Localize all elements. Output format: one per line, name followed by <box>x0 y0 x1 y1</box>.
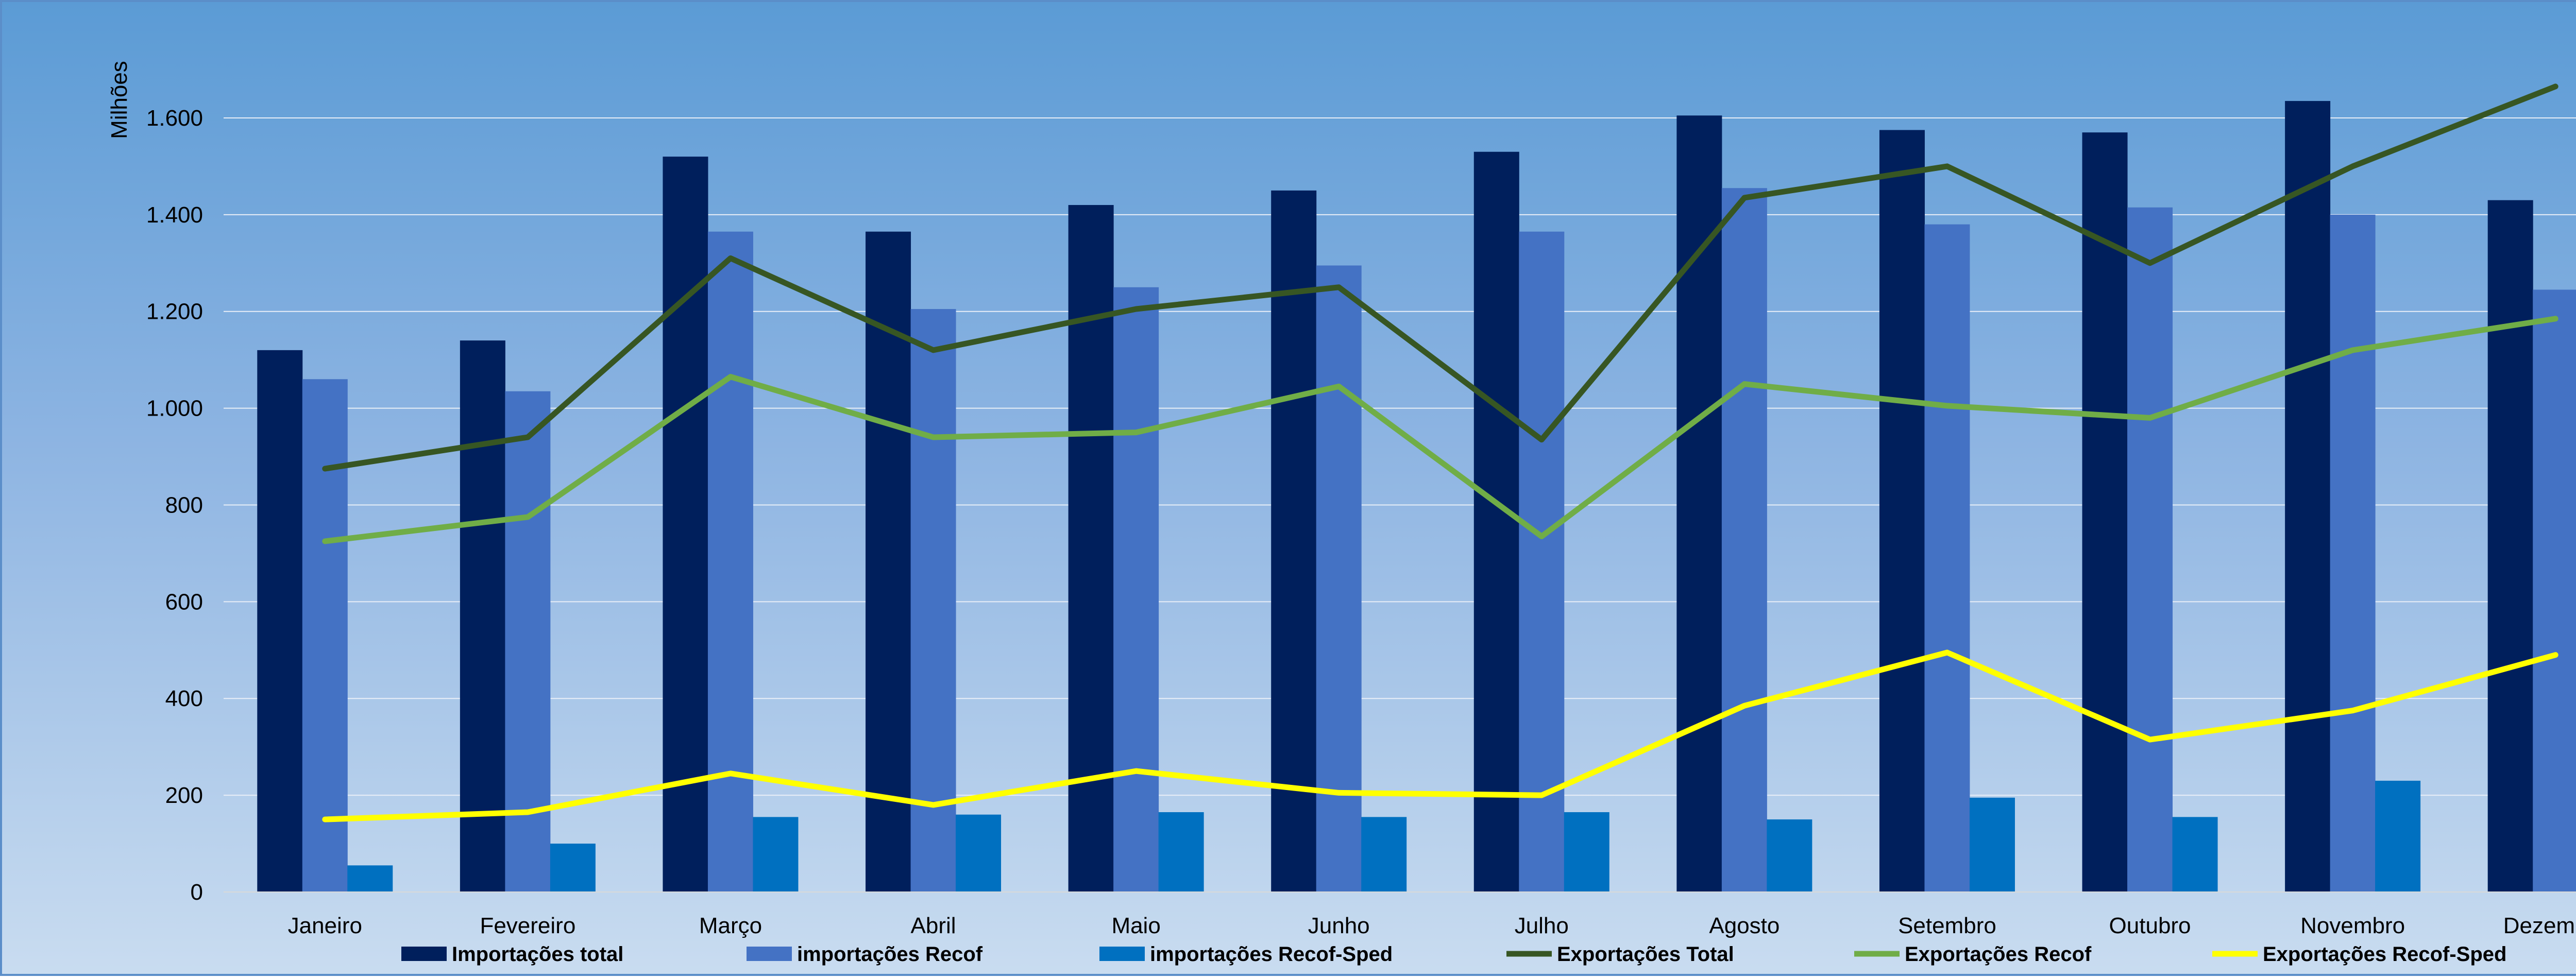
y-tick-label: 1.000 <box>146 396 203 421</box>
legend-swatch <box>1099 947 1145 961</box>
bar <box>910 309 956 892</box>
series-line <box>322 649 2558 822</box>
x-tick-label: Outubro <box>2109 913 2191 938</box>
bar <box>866 231 911 892</box>
y-tick-label: 600 <box>165 589 203 614</box>
legend-swatch <box>401 947 447 961</box>
bar <box>347 865 393 892</box>
lines <box>322 83 2558 822</box>
bar <box>1721 188 1767 892</box>
bar <box>1316 265 1362 892</box>
bar <box>1564 812 1609 892</box>
legend-label: Exportações Recof-Sped <box>2263 943 2506 966</box>
x-tick-label: Dezembro <box>2503 913 2576 938</box>
x-tick-label: Março <box>699 913 762 938</box>
y-tick-label: 200 <box>165 783 203 808</box>
y-tick-label: 800 <box>165 492 203 518</box>
x-tick-label: Fevereiro <box>480 913 575 938</box>
bar <box>1676 115 1722 893</box>
bar <box>2172 817 2218 892</box>
bar <box>1361 817 1407 892</box>
x-tick-label: Julho <box>1515 913 1569 938</box>
y-axis-ticks: 0 200 400 600 800 1.000 1.200 1.400 1.600 <box>146 106 203 905</box>
bar <box>1519 231 1565 892</box>
bar <box>1879 130 1925 892</box>
bar <box>302 379 348 892</box>
bar <box>663 157 708 892</box>
bar <box>2487 200 2533 893</box>
bar <box>753 817 799 892</box>
bar <box>2127 207 2173 892</box>
bar <box>2285 101 2331 892</box>
y-tick-label: 1.200 <box>146 299 203 324</box>
x-tick-label: Setembro <box>1898 913 1996 938</box>
legend-label: importações Recof-Sped <box>1150 943 1393 966</box>
grid-lines <box>224 117 2576 796</box>
series-line <box>322 316 2558 544</box>
y-axis-title: Milhões <box>107 61 132 139</box>
x-tick-label: Agosto <box>1709 913 1780 938</box>
bar <box>2082 132 2128 893</box>
bars <box>257 101 2576 893</box>
legend-label: Exportações Total <box>1557 943 1734 966</box>
x-tick-label: Maio <box>1111 913 1160 938</box>
y-tick-label: 1.400 <box>146 202 203 228</box>
bar <box>1767 819 1812 892</box>
bar <box>1113 287 1159 892</box>
bar <box>2330 214 2376 892</box>
x-tick-label: Abril <box>911 913 956 938</box>
bar <box>1068 205 1114 893</box>
legend: Importações total importações Recof import… <box>401 943 2506 966</box>
legend-swatch <box>747 947 792 961</box>
legend-label: Importações total <box>452 943 623 966</box>
y-tick-label: 0 <box>191 880 203 905</box>
x-tick-label: Novembro <box>2300 913 2405 938</box>
legend-label: Exportações Recof <box>1905 943 2092 966</box>
bar <box>460 340 505 893</box>
y-tick-label: 1.600 <box>146 106 203 131</box>
bar <box>505 391 551 892</box>
y-tick-label: 400 <box>165 686 203 711</box>
bar <box>1271 190 1317 892</box>
bar <box>2375 780 2421 892</box>
series-line <box>322 83 2558 472</box>
x-tick-label: Junho <box>1308 913 1370 938</box>
bar <box>1158 812 1204 892</box>
x-tick-label: Janeiro <box>288 913 362 938</box>
bar <box>707 231 753 892</box>
legend-label: importações Recof <box>797 943 983 966</box>
bar <box>1924 224 1970 892</box>
bar <box>1473 151 1519 892</box>
x-axis-ticks: Janeiro Fevereiro Março Abril Maio Junho Julho… <box>288 913 2576 938</box>
bar <box>550 844 596 892</box>
bar <box>2533 289 2576 892</box>
bar <box>257 350 303 892</box>
bar <box>956 814 1002 892</box>
bar <box>1969 797 2015 892</box>
